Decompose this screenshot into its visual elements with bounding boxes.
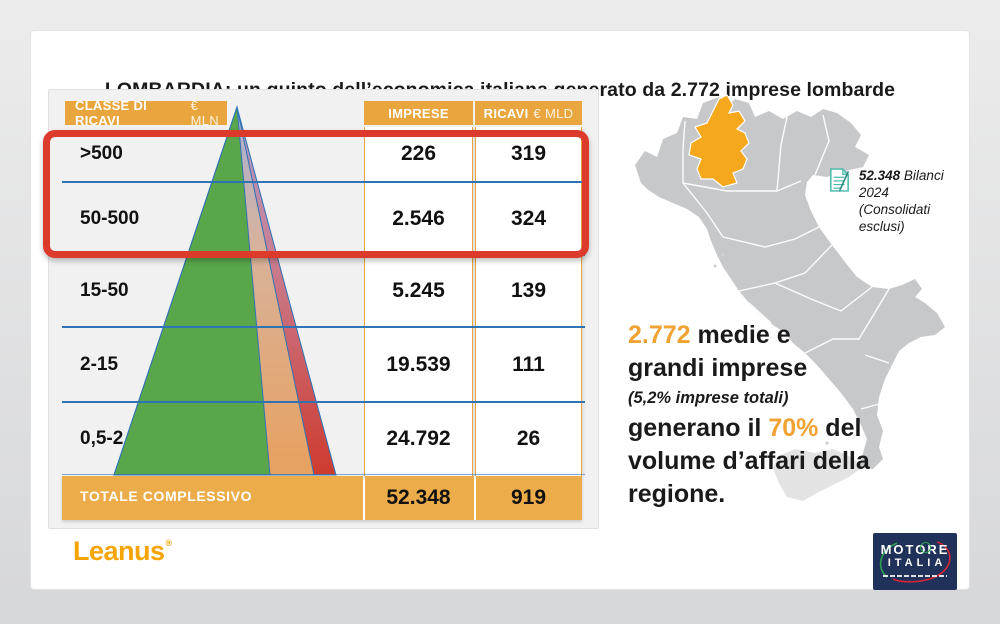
ricavi-column-background (475, 127, 582, 476)
italy-map (635, 94, 945, 501)
sicily-region (773, 449, 863, 501)
slide-card: LOMBARDIA: un quinto dell’economica ital… (30, 30, 970, 590)
registered-mark: ® (165, 538, 173, 548)
table-row: 0,5-2 24.792 26 (80, 426, 541, 450)
total-label: TOTALE COMPLESSIVO (80, 488, 253, 504)
leanus-logo: Leanus® (73, 536, 173, 566)
callout-line4: generano il 70% del (628, 414, 862, 442)
italy-mainland (635, 97, 945, 469)
island-dot (713, 264, 717, 268)
motore-tagline-bar (883, 575, 947, 577)
column-header-imprese: IMPRESE (364, 101, 473, 125)
callout-line2: grandi imprese (628, 354, 808, 382)
imprese-column-background (364, 127, 473, 476)
table-row: 15-50 5.245 139 (80, 279, 547, 302)
total-row (62, 476, 582, 520)
green-ring-icon (920, 542, 931, 553)
row-divider-line (62, 474, 585, 475)
note-document-icon (830, 167, 850, 192)
island-dot (825, 441, 829, 445)
region-borders (682, 114, 890, 410)
island-dot (721, 253, 725, 257)
column-header-ricavi: RICAVI € MLD (475, 101, 582, 125)
table-row: >500 226 319 (80, 142, 547, 165)
table-row: 50-500 2.546 324 (80, 206, 547, 230)
callout-subnote: (5,2% imprese totali) (628, 389, 789, 407)
callout-line1: 2.772 medie e (628, 321, 791, 349)
total-ricavi-value: 919 (510, 486, 547, 509)
row-divider-line (62, 181, 585, 183)
balance-note: 52.348 Bilanci 2024 (Consolidati esclusi… (829, 165, 969, 235)
row-divider-line (62, 326, 585, 328)
key-message: 2.772 medie e grandi imprese (5,2% impre… (628, 319, 896, 511)
revenue-class-table: CLASSE DI RICAVI € MLN IMPRESE RICAVI € … (43, 89, 599, 529)
red-highlight-frame (43, 130, 589, 258)
total-separator (474, 476, 476, 520)
lombardia-region (688, 94, 750, 188)
callout-line6: regione. (628, 480, 726, 508)
total-imprese-value: 52.348 (386, 486, 451, 509)
table-row: 2-15 19.539 111 (80, 352, 545, 376)
row-divider-line (62, 401, 585, 403)
pencil-glyph (839, 170, 850, 192)
note-text: 52.348 Bilanci 2024 (Consolidati esclusi… (858, 168, 944, 234)
motore-italia-logo: MOTORE ITALIA (873, 533, 957, 590)
pyramid-green-layer (113, 106, 271, 476)
total-separator (363, 476, 365, 520)
pyramid-chart (113, 105, 337, 476)
column-header-classe: CLASSE DI RICAVI € MLN (65, 98, 227, 128)
motore-swoosh-icon (879, 541, 951, 583)
callout-line5: volume d’affari della (628, 447, 870, 475)
